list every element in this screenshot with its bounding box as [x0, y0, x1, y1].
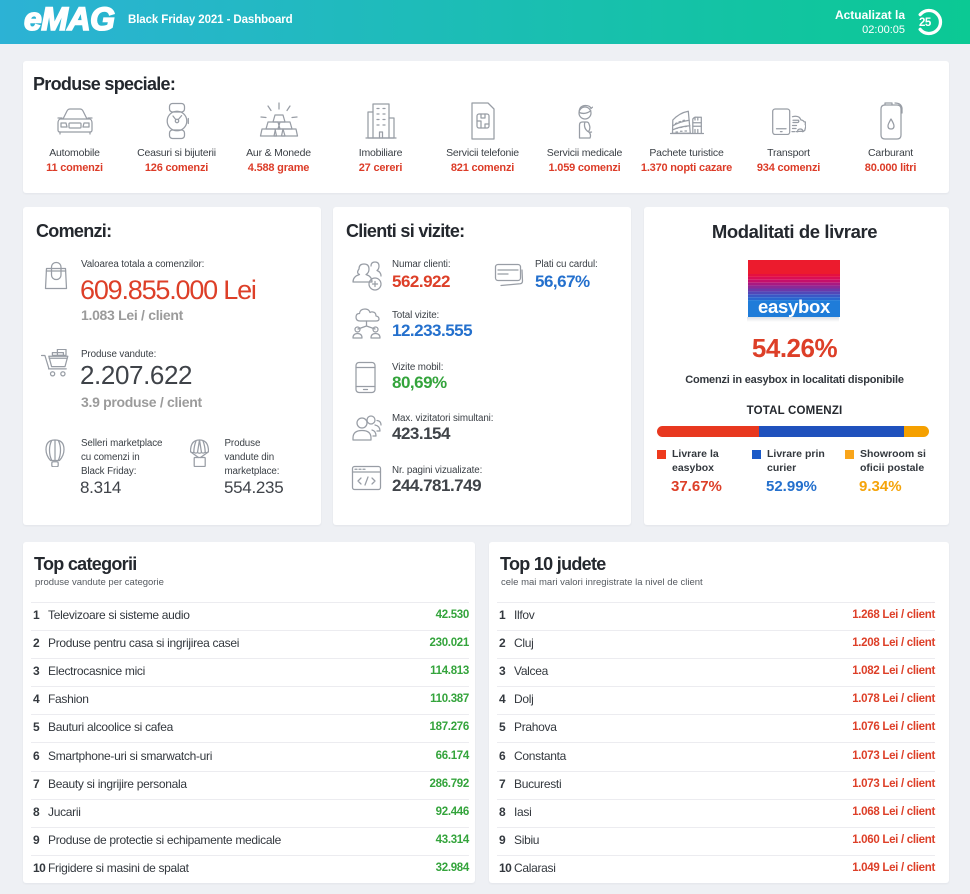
svg-text:easybox: easybox [758, 296, 831, 317]
svg-text:25: 25 [919, 17, 932, 29]
